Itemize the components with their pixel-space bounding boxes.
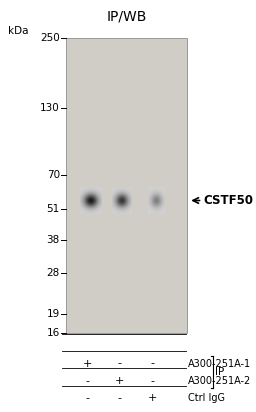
Text: 51: 51 bbox=[47, 204, 60, 213]
Text: -: - bbox=[86, 376, 90, 386]
Text: 19: 19 bbox=[47, 309, 60, 319]
Bar bbox=[66, 38, 187, 333]
Text: +: + bbox=[114, 376, 124, 386]
Text: A300-251A-1: A300-251A-1 bbox=[188, 358, 251, 369]
Text: -: - bbox=[117, 393, 121, 403]
Text: -: - bbox=[151, 358, 155, 369]
Text: 16: 16 bbox=[47, 328, 60, 338]
Text: 130: 130 bbox=[40, 103, 60, 113]
Text: +: + bbox=[148, 393, 157, 403]
Text: kDa: kDa bbox=[8, 26, 28, 36]
Text: 250: 250 bbox=[40, 33, 60, 43]
Text: IP/WB: IP/WB bbox=[106, 10, 147, 24]
Text: +: + bbox=[83, 358, 92, 369]
Text: -: - bbox=[151, 376, 155, 386]
Text: 28: 28 bbox=[47, 268, 60, 278]
Text: A300-251A-2: A300-251A-2 bbox=[188, 376, 252, 386]
Text: -: - bbox=[117, 358, 121, 369]
Text: 70: 70 bbox=[47, 170, 60, 180]
Text: -: - bbox=[86, 393, 90, 403]
Text: IP: IP bbox=[215, 367, 224, 377]
Text: Ctrl IgG: Ctrl IgG bbox=[188, 393, 225, 403]
Text: 38: 38 bbox=[47, 235, 60, 245]
Text: CSTF50: CSTF50 bbox=[204, 194, 253, 207]
